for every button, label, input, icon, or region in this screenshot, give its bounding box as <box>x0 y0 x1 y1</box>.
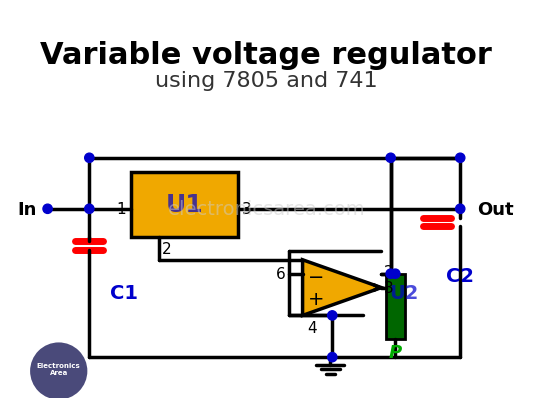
Text: U1: U1 <box>165 193 203 217</box>
Circle shape <box>386 269 395 279</box>
Text: In: In <box>17 200 36 218</box>
Circle shape <box>456 205 465 214</box>
Circle shape <box>328 311 337 320</box>
Text: −: − <box>308 267 325 286</box>
Circle shape <box>391 269 400 279</box>
Text: electronicsarea.com: electronicsarea.com <box>167 200 365 219</box>
Text: U2: U2 <box>390 283 419 302</box>
Circle shape <box>456 154 465 163</box>
Circle shape <box>328 353 337 362</box>
Bar <box>386 274 405 339</box>
Text: Electronics
Area: Electronics Area <box>37 362 80 375</box>
Text: 3: 3 <box>384 280 394 295</box>
Circle shape <box>85 154 94 163</box>
Circle shape <box>43 205 52 214</box>
Circle shape <box>29 342 88 401</box>
Polygon shape <box>303 260 382 316</box>
Text: Variable voltage regulator: Variable voltage regulator <box>41 41 492 70</box>
Bar <box>131 172 238 237</box>
Text: P: P <box>389 344 402 362</box>
Text: 2: 2 <box>384 265 394 280</box>
Text: 1: 1 <box>117 202 126 217</box>
Text: Out: Out <box>477 200 513 218</box>
Text: +: + <box>308 290 325 309</box>
Circle shape <box>85 205 94 214</box>
Text: C2: C2 <box>446 266 474 285</box>
Circle shape <box>386 154 395 163</box>
Text: 4: 4 <box>307 320 317 335</box>
Text: 6: 6 <box>276 266 286 282</box>
Text: 2: 2 <box>161 242 171 256</box>
Text: 3: 3 <box>241 202 251 217</box>
Text: using 7805 and 741: using 7805 and 741 <box>155 71 378 90</box>
Text: C1: C1 <box>110 283 138 302</box>
